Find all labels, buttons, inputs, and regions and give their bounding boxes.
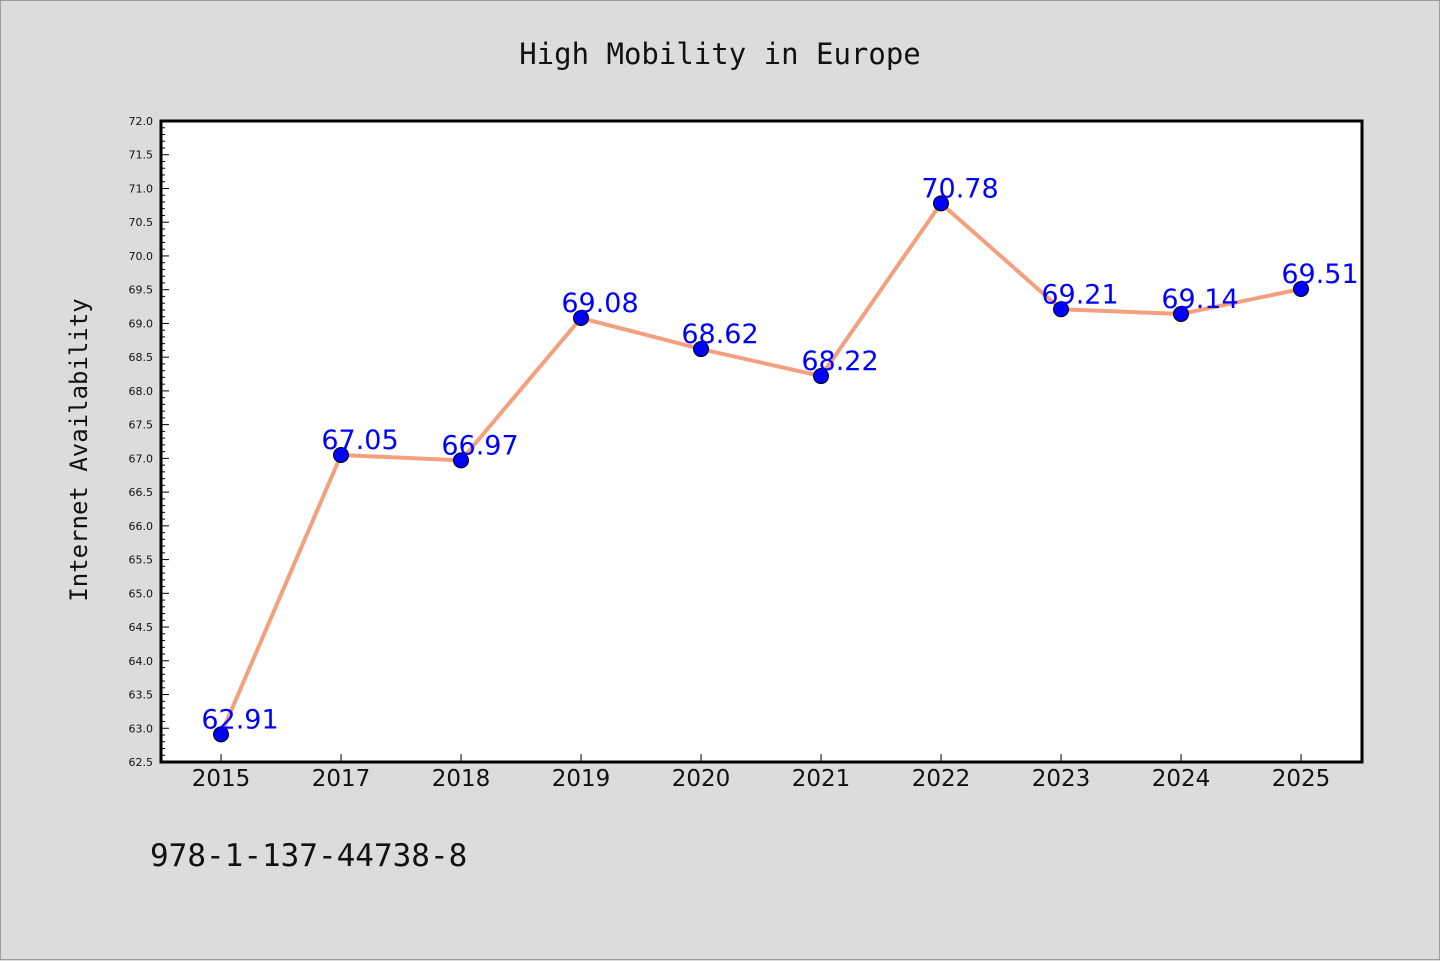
data-label: 69.21 <box>1041 279 1118 310</box>
data-label: 68.62 <box>681 319 758 350</box>
data-label: 66.97 <box>441 430 518 461</box>
data-label: 69.51 <box>1281 259 1358 290</box>
y-tick-label: 65.5 <box>129 554 154 567</box>
y-tick-label: 66.0 <box>129 520 154 533</box>
data-point <box>453 452 469 469</box>
data-point <box>1293 281 1309 298</box>
y-tick-label: 72.0 <box>129 115 154 128</box>
y-tick-label: 66.5 <box>129 486 154 499</box>
x-axis: 2015 2017 2018 2019 2020 2021 2022 2023 2024 2025 <box>192 754 1331 792</box>
x-tick-label: 2021 <box>792 766 851 792</box>
x-tick-label: 2022 <box>912 766 971 792</box>
x-tick-label: 2015 <box>192 766 251 792</box>
x-tick-label: 2018 <box>432 766 491 792</box>
y-tick-label: 70.0 <box>129 250 154 263</box>
data-label: 62.91 <box>201 704 278 735</box>
plot-area <box>159 119 1364 764</box>
data-point <box>1173 305 1189 322</box>
data-label: 69.08 <box>561 288 638 319</box>
series-line <box>219 201 1302 736</box>
y-axis: 62.5 63.0 63.5 64.0 64.5 65.0 65.5 66.0 66.5 67.0… <box>129 115 169 769</box>
y-tick-label: 65.0 <box>129 587 154 600</box>
y-tick-label: 69.0 <box>129 317 154 330</box>
data-label: 68.22 <box>801 346 878 377</box>
data-label: 69.14 <box>1161 284 1238 315</box>
data-point <box>1053 301 1069 318</box>
y-tick-label: 69.5 <box>129 284 154 297</box>
y-tick-label: 68.0 <box>129 385 154 398</box>
x-tick-label: 2020 <box>672 766 731 792</box>
y-tick-label: 71.5 <box>129 149 154 162</box>
data-point <box>573 310 589 327</box>
data-point <box>693 341 709 358</box>
x-tick-label: 2023 <box>1032 766 1091 792</box>
y-tick-label: 71.0 <box>129 182 154 195</box>
data-point <box>933 195 949 212</box>
data-label: 67.05 <box>321 425 398 456</box>
x-tick-label: 2025 <box>1272 766 1331 792</box>
y-tick-label: 62.5 <box>129 756 154 769</box>
y-tick-label: 67.5 <box>129 419 154 432</box>
y-tick-label: 67.0 <box>129 452 154 465</box>
data-point <box>813 368 829 385</box>
y-tick-label: 68.5 <box>129 351 154 364</box>
y-tick-label: 63.0 <box>129 722 154 735</box>
data-label: 70.78 <box>921 173 998 204</box>
x-tick-label: 2024 <box>1152 766 1211 792</box>
y-axis-label: Internet Availability <box>65 298 93 601</box>
x-tick-label: 2019 <box>552 766 611 792</box>
footer-code: 978-1-137-44738-8 <box>150 838 467 874</box>
x-tick-label: 2017 <box>312 766 371 792</box>
y-tick-label: 63.5 <box>129 689 154 702</box>
y-tick-label: 64.5 <box>129 621 154 634</box>
data-point <box>333 446 349 463</box>
y-tick-label: 70.5 <box>129 216 154 229</box>
y-tick-label: 64.0 <box>129 655 154 668</box>
chart-title: High Mobility in Europe <box>519 37 921 71</box>
series-group: 62.91 67.05 66.97 69.08 68.62 68.22 70.78 69.21… <box>201 173 1359 743</box>
data-point <box>213 726 229 743</box>
